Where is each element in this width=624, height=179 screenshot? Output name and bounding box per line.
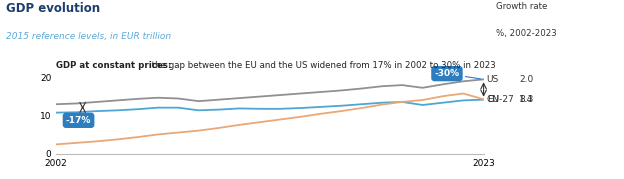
Text: 2.0: 2.0 [519,75,534,84]
Text: -30%: -30% [434,69,481,79]
Text: 2015 reference levels, in EUR trillion: 2015 reference levels, in EUR trillion [6,32,172,41]
Text: CN: CN [487,95,500,104]
Text: US: US [487,75,499,84]
Text: GDP at constant prices:: GDP at constant prices: [56,61,172,70]
Text: Growth rate: Growth rate [496,2,547,11]
Text: %, 2002-2023: %, 2002-2023 [496,29,557,38]
Text: GDP evolution: GDP evolution [6,2,100,15]
Text: the gap between the EU and the US widened from 17% in 2002 to 30% in 2023: the gap between the EU and the US widene… [149,61,495,70]
Text: 1.4: 1.4 [519,95,534,104]
Text: -17%: -17% [66,115,91,125]
Text: 8.3: 8.3 [519,95,534,104]
Text: EU-27: EU-27 [487,95,514,104]
